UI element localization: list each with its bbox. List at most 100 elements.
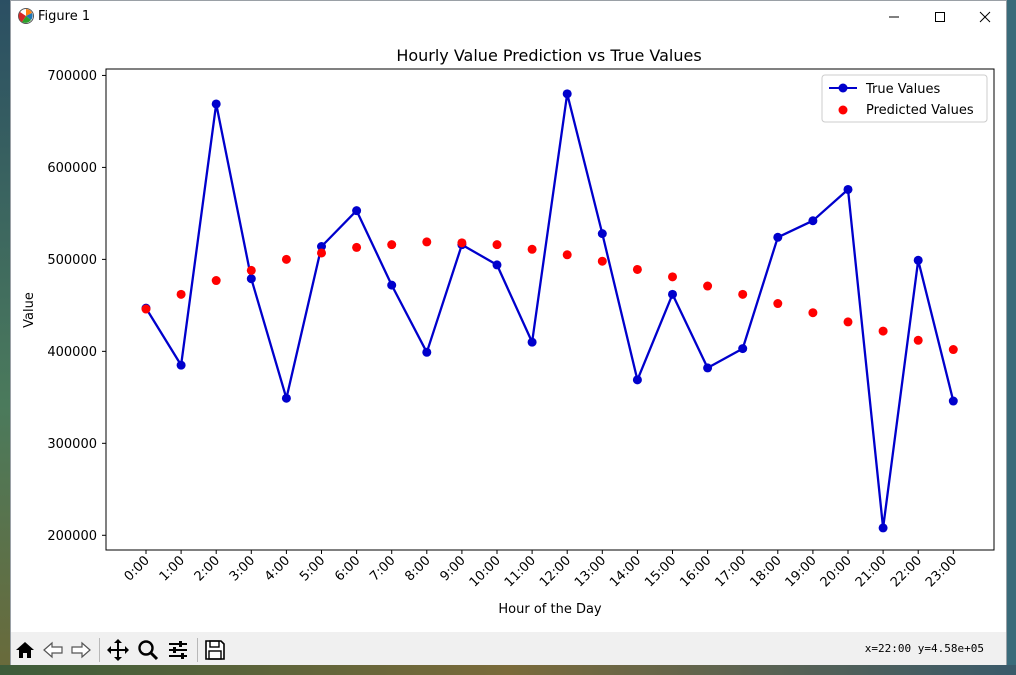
legend-true-label: True Values — [865, 82, 940, 97]
predicted-value-point — [913, 335, 923, 345]
predicted-value-point — [738, 289, 748, 299]
y-tick-label: 700000 — [47, 69, 97, 84]
cursor-coordinates: x=22:00 y=4.58e+05 — [864, 642, 984, 655]
forward-button[interactable] — [69, 638, 93, 662]
true-value-point — [352, 206, 362, 216]
pan-icon — [107, 639, 129, 661]
forward-icon — [71, 641, 91, 659]
legend-true-marker — [838, 83, 848, 93]
true-value-point — [422, 347, 432, 357]
true-value-point — [773, 232, 783, 242]
true-value-point — [562, 89, 572, 99]
x-tick-label: 7:00 — [367, 553, 398, 584]
maximize-button[interactable] — [917, 1, 963, 32]
predicted-value-point — [387, 240, 397, 250]
true-value-point — [246, 274, 256, 284]
x-tick-label: 19:00 — [783, 553, 820, 590]
figure-window: Figure 1 Hourly Value Prediction vs True… — [10, 0, 1007, 665]
x-tick-label: 0:00 — [122, 553, 153, 584]
true-value-point — [843, 184, 853, 194]
x-tick-label: 4:00 — [262, 553, 293, 584]
configure-icon — [169, 641, 187, 659]
desktop-background — [0, 0, 12, 675]
true-value-point — [317, 242, 326, 252]
x-tick-label: 11:00 — [502, 553, 539, 590]
x-tick-label: 10:00 — [467, 553, 504, 590]
predicted-value-point — [281, 254, 291, 264]
close-button[interactable] — [962, 1, 1008, 32]
y-tick-label: 600000 — [47, 161, 97, 176]
chart: Hourly Value Prediction vs True Values 2… — [22, 46, 995, 617]
predicted-value-point — [948, 345, 958, 355]
pan-button[interactable] — [106, 638, 130, 662]
x-tick-label: 18:00 — [748, 553, 785, 590]
toolbar-separator — [197, 638, 198, 662]
true-value-point — [913, 255, 923, 265]
x-tick-label: 14:00 — [607, 553, 644, 590]
plot-area[interactable]: Hourly Value Prediction vs True Values 2… — [11, 32, 1006, 632]
minimize-button[interactable] — [871, 1, 917, 32]
predicted-value-point — [562, 250, 572, 260]
true-value-point — [492, 260, 502, 270]
predicted-value-point — [422, 237, 432, 247]
back-icon — [43, 641, 63, 659]
y-axis-label: Value — [22, 292, 37, 328]
true-value-point — [281, 393, 291, 403]
predicted-value-point — [808, 308, 818, 318]
predicted-value-point — [317, 248, 326, 258]
true-value-point — [878, 523, 888, 533]
true-value-point — [211, 99, 221, 109]
y-tick-label: 300000 — [47, 437, 97, 452]
true-value-point — [808, 216, 818, 226]
x-axis-label: Hour of the Day — [498, 602, 602, 617]
x-tick-label: 8:00 — [402, 553, 433, 584]
title-bar[interactable]: Figure 1 — [11, 1, 1006, 32]
x-tick-label: 3:00 — [227, 553, 258, 584]
navigation-toolbar: x=22:00 y=4.58e+05 — [11, 632, 1006, 665]
chart-title: Hourly Value Prediction vs True Values — [396, 46, 701, 65]
predicted-value-point — [878, 326, 888, 336]
window-title: Figure 1 — [38, 9, 91, 24]
x-tick-label: 21:00 — [853, 553, 890, 590]
legend: True Values Predicted Values — [821, 74, 988, 123]
y-tick-label: 400000 — [47, 345, 97, 360]
x-tick-label: 6:00 — [332, 553, 363, 584]
x-tick-label: 1:00 — [157, 553, 188, 584]
zoom-button[interactable] — [136, 638, 160, 662]
legend-predicted-marker — [838, 105, 848, 115]
x-tick-label: 13:00 — [572, 553, 609, 590]
matplotlib-icon — [18, 8, 34, 24]
minimize-icon — [889, 16, 899, 17]
predicted-value-point — [176, 289, 186, 299]
configure-button[interactable] — [166, 638, 190, 662]
axes-frame — [105, 68, 995, 551]
save-button[interactable] — [203, 638, 227, 662]
x-tick-label: 17:00 — [712, 553, 749, 590]
toolbar-separator — [99, 638, 100, 662]
legend-box — [821, 74, 988, 123]
predicted-value-point — [352, 242, 362, 252]
x-tick-label: 23:00 — [923, 553, 960, 590]
back-button[interactable] — [41, 638, 65, 662]
predicted-value-point — [492, 240, 502, 250]
desktop-taskbar-edge — [0, 665, 1016, 675]
zoom-icon — [138, 640, 159, 661]
true-value-point — [176, 360, 186, 370]
predicted-value-point — [632, 264, 642, 274]
predicted-value-point — [457, 238, 467, 248]
x-tick-label: 22:00 — [888, 553, 925, 590]
x-tick-label: 9:00 — [437, 553, 468, 584]
predicted-value-point — [211, 276, 221, 286]
x-tick-label: 20:00 — [818, 553, 855, 590]
maximize-icon — [935, 11, 945, 22]
predicted-value-point — [843, 317, 853, 327]
predicted-value-point — [668, 272, 677, 282]
legend-predicted-label: Predicted Values — [866, 103, 974, 118]
y-tick-label: 500000 — [47, 253, 97, 268]
predicted-value-point — [703, 281, 713, 291]
true-value-point — [597, 229, 607, 239]
true-value-point — [948, 396, 958, 406]
predicted-value-point — [527, 244, 537, 254]
home-button[interactable] — [13, 638, 37, 662]
true-values-line — [145, 92, 955, 530]
